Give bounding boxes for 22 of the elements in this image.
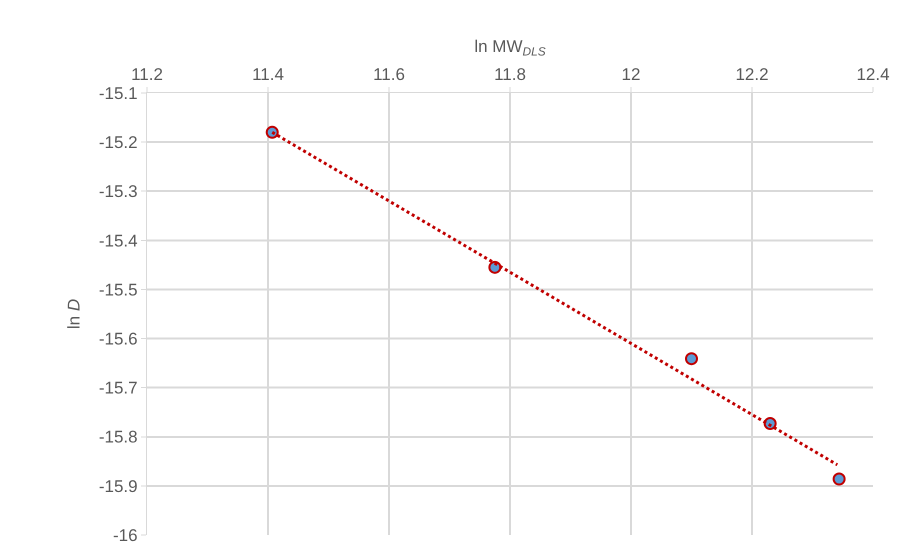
y-tick-label: -15.1 — [98, 84, 138, 103]
y-tick-label: -15.2 — [98, 133, 138, 152]
x-tick-label: 11.8 — [494, 65, 526, 84]
y-tick-label: -15.9 — [98, 476, 138, 496]
x-tick-label: 11.2 — [131, 65, 163, 84]
y-tick-label: -15.6 — [98, 330, 138, 349]
y-axis-title: ln D — [64, 298, 84, 330]
y-tick-label: -15.5 — [98, 280, 138, 300]
x-tick-label: 12.2 — [735, 65, 769, 84]
point — [832, 472, 846, 486]
x-tick-label: 12.4 — [856, 65, 890, 84]
y-tick-label: -15.4 — [98, 231, 138, 250]
y-tick-label: -15.8 — [98, 428, 138, 447]
y-tick-label: -16 — [113, 526, 138, 545]
y-tick-label: -15.3 — [98, 182, 138, 202]
point — [266, 126, 279, 139]
y-tick-label: -15.7 — [98, 378, 138, 398]
x-axis-title: ln MW$_{DLS}$ — [474, 36, 546, 58]
x-tick-label: 12 — [622, 65, 640, 84]
point — [685, 352, 698, 366]
x-tick-label: 11.6 — [373, 65, 405, 84]
x-tick-label: 11.4 — [252, 65, 284, 84]
